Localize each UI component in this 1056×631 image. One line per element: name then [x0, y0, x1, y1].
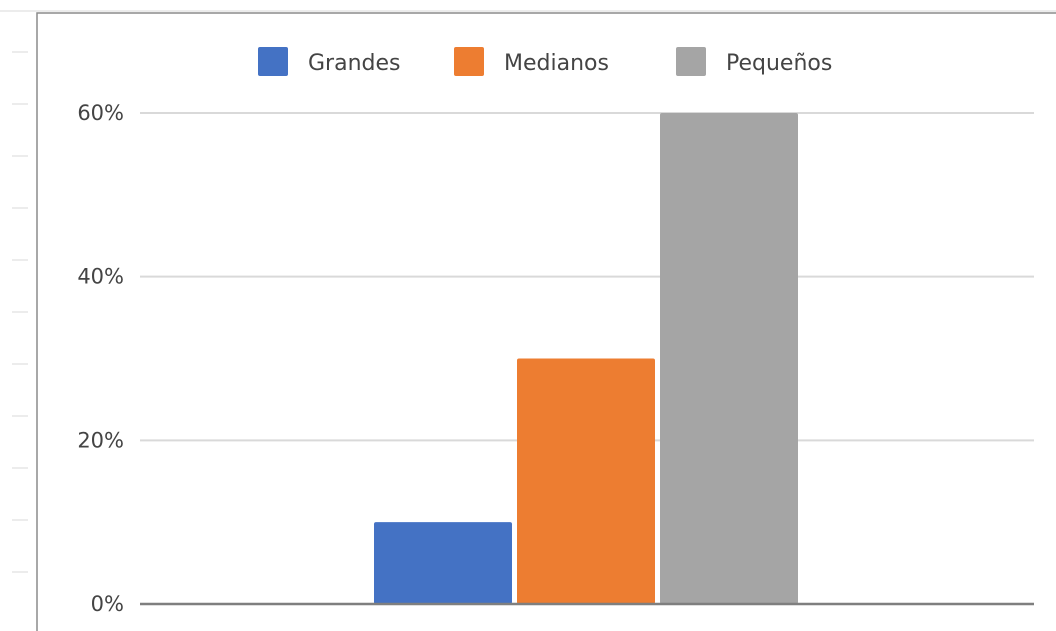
y-tick-label: 0% [91, 592, 124, 616]
legend-swatch-medianos[interactable] [454, 47, 484, 76]
y-tick-label: 20% [77, 428, 124, 452]
legend: Grandes Medianos Pequeños [258, 47, 832, 76]
bar-pequeños[interactable] [660, 113, 798, 604]
bars [374, 113, 798, 604]
y-tick-label: 40% [77, 265, 124, 289]
y-tick-label: 60% [77, 101, 124, 125]
sheet-backdrop [0, 10, 1056, 573]
legend-label-grandes[interactable]: Grandes [308, 51, 400, 76]
legend-swatch-pequeños[interactable] [676, 47, 706, 76]
legend-label-medianos[interactable]: Medianos [504, 51, 609, 76]
y-axis-ticks: 0% 20% 40% 60% [77, 101, 124, 616]
legend-swatch-grandes[interactable] [258, 47, 288, 76]
bar-grandes[interactable] [374, 522, 512, 604]
legend-label-pequeños[interactable]: Pequeños [726, 51, 832, 76]
bar-medianos[interactable] [517, 358, 655, 605]
